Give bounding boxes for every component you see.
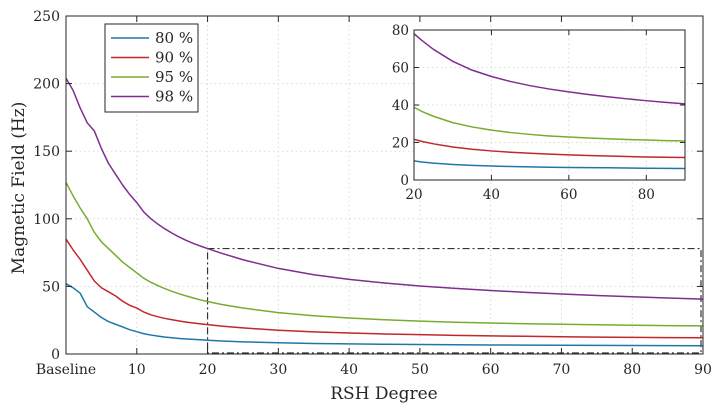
series-line-95 [65,181,704,327]
y-tick-label: 0 [51,347,60,363]
inset-y-tick-label: 0 [400,173,409,189]
series-line-80 [65,283,704,347]
x-tick-label: 70 [553,362,571,378]
inset-series-line-98 [413,33,686,105]
inset-series-line-90 [413,138,686,159]
x-tick-label: 90 [694,362,712,378]
inset-y-tick-label: 40 [392,98,409,114]
inset-y-tick-label: 60 [392,61,409,77]
x-tick-label: 40 [340,362,358,378]
y-tick-label: 250 [33,9,60,25]
x-axis-title: RSH Degree [330,384,438,404]
inset-y-tick-label: 80 [392,23,409,39]
inset-x-tick-label: 20 [405,187,422,203]
y-tick-label: 50 [42,279,60,295]
legend-label: 90 % [155,49,193,67]
inset-x-tick-label: 80 [638,187,655,203]
x-tick-label: 50 [411,362,429,378]
legend-label: 98 % [155,88,193,106]
inset-series-line-95 [413,106,686,142]
main-tick-labels: Baseline 10 20 30 40 50 60 70 80 9005010015020025… [33,9,712,378]
legend: 80 % 90 %95 % 98 % [104,23,199,113]
x-tick-label: Baseline [36,362,96,378]
main-series-lines [65,77,704,347]
series-line-90 [65,238,704,339]
legend-label: 80 % [155,29,193,47]
x-tick-label: 20 [199,362,217,378]
x-tick-label: 30 [269,362,287,378]
inset-series-line-80 [413,160,686,170]
y-tick-label: 200 [33,77,60,93]
series-line-98 [65,77,704,300]
x-tick-label: 10 [128,362,146,378]
legend-label: 95 % [155,68,193,86]
y-axis-title: Magnetic Field (Hz) [9,102,29,275]
inset-x-tick-label: 40 [483,187,500,203]
x-tick-label: 80 [623,362,641,378]
inset-y-tick-label: 20 [392,136,409,152]
main-axes-box [65,15,704,355]
x-tick-label: 60 [482,362,500,378]
inset-x-tick-label: 60 [560,187,577,203]
y-tick-label: 150 [33,144,60,160]
main-axes [65,15,704,355]
y-tick-label: 100 [33,212,60,228]
